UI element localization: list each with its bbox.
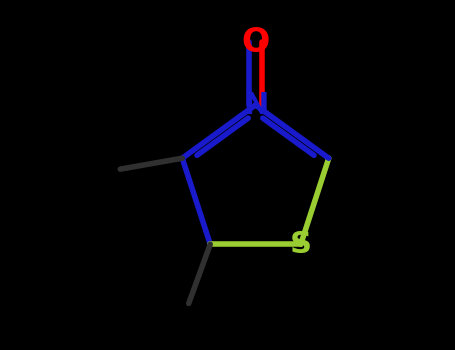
Text: O: O xyxy=(241,26,270,58)
Text: N: N xyxy=(243,91,268,119)
Text: S: S xyxy=(290,230,312,259)
